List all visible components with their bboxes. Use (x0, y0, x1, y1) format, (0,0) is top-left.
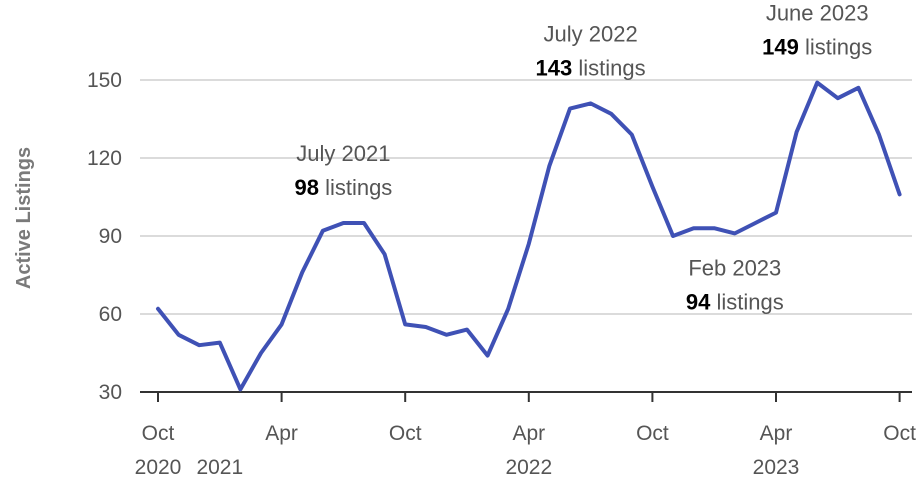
x-tick-label-month: Oct (389, 422, 422, 445)
y-tick-label: 150 (87, 69, 122, 92)
y-tick-label: 90 (99, 225, 122, 248)
x-tick-label-year: 2022 (505, 456, 552, 479)
y-tick-label: 120 (87, 147, 122, 170)
annotation-number: 94 (686, 289, 711, 314)
series-group (156, 80, 902, 392)
annotation-title: July 2022 (544, 21, 638, 46)
annotation: Feb 2023 94 listings (686, 255, 784, 314)
annotation-number: 98 (294, 175, 318, 200)
x-tick-label-year: 2021 (196, 456, 243, 479)
annotations: July 2021 98 listings July 2022 143 listing… (294, 1, 872, 315)
annotation-unit: listings (319, 175, 392, 200)
x-axis (140, 391, 912, 402)
annotation: June 2023 149 listings (762, 1, 872, 60)
annotation-title: June 2023 (766, 1, 869, 26)
annotation-number: 143 (536, 55, 573, 80)
x-tick-label-year: 2023 (753, 456, 800, 479)
annotation-title: Feb 2023 (688, 255, 781, 280)
y-axis-label: Active Listings (13, 147, 35, 289)
annotation-unit: listings (572, 55, 645, 80)
annotation-unit: listings (710, 289, 783, 314)
annotation-value: 98 listings (294, 175, 392, 200)
annotation: July 2022 143 listings (536, 21, 646, 80)
x-tick-label-month: Oct (142, 422, 175, 445)
annotation: July 2021 98 listings (294, 141, 392, 200)
x-tick-label-month: Apr (265, 422, 298, 445)
annotation-value: 143 listings (536, 55, 646, 80)
y-tick-label: 60 (99, 303, 122, 326)
y-tick-label: 30 (99, 381, 122, 404)
annotation-value: 94 listings (686, 289, 784, 314)
annotation-title: July 2021 (296, 141, 390, 166)
gridlines (140, 79, 912, 315)
series-line-0 (156, 80, 902, 392)
x-tick-labels: Oct 2020 2021 Apr Oct Apr 2022 Oct Apr 2023 Oct (135, 422, 916, 479)
x-tick-label-month: Oct (636, 422, 669, 445)
annotation-unit: listings (799, 35, 872, 60)
x-tick-label-year: 2020 (135, 456, 182, 479)
annotation-number: 149 (762, 35, 799, 60)
x-tick-label-month: Oct (883, 422, 916, 445)
x-tick-label-month: Apr (512, 422, 545, 445)
x-tick-label-month: Apr (760, 422, 793, 445)
y-tick-labels: 30 60 90 120 150 (87, 69, 122, 404)
annotation-value: 149 listings (762, 35, 872, 60)
